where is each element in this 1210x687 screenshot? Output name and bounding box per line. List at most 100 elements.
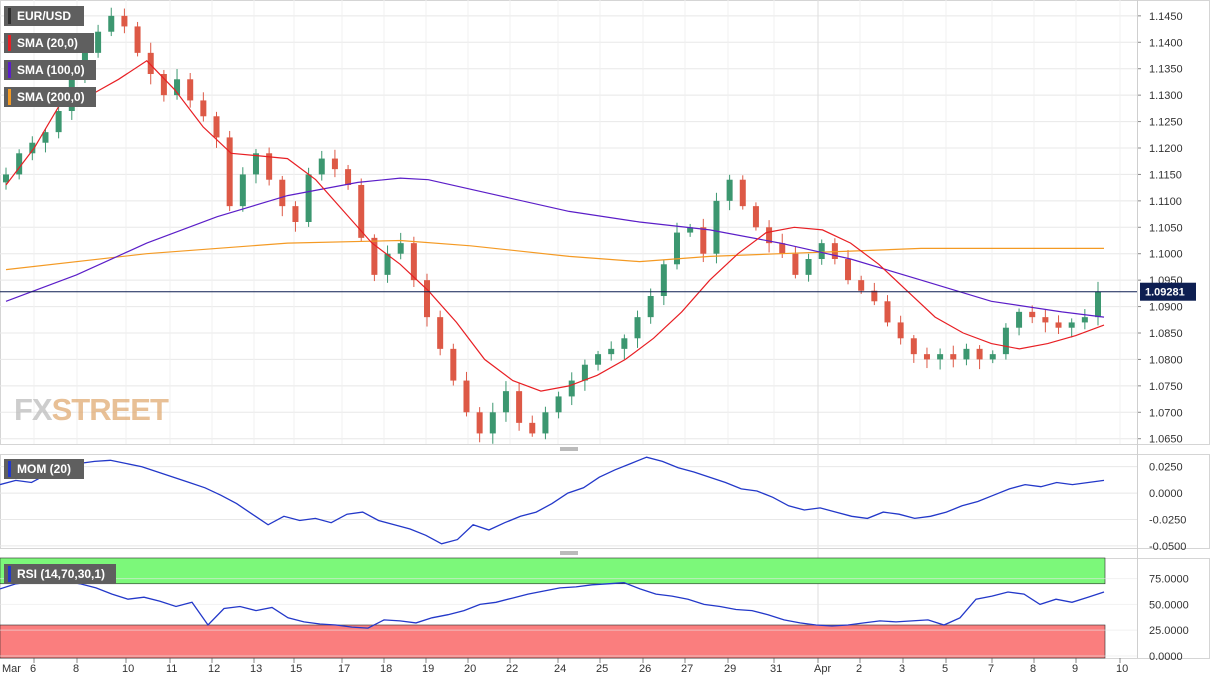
legend-mom[interactable]: MOM (20) (4, 459, 84, 479)
candle-body (318, 158, 325, 175)
price-tick-label: 1.0750 (1149, 381, 1183, 393)
mom-line (0, 456, 1105, 545)
legend-sma100-label: SMA (100,0) (17, 63, 85, 77)
price-tick-label: 1.0850 (1149, 328, 1183, 340)
candle-body (634, 317, 641, 339)
candle-body (305, 174, 312, 222)
candle-body (134, 26, 141, 53)
price-panel-frame (0, 0, 1210, 445)
legend-sma200-swatch (8, 89, 11, 105)
legend-mom-swatch (8, 461, 11, 477)
legend-sma20-label: SMA (20,0) (17, 36, 78, 50)
candle-body (358, 185, 365, 238)
candle-body (160, 74, 167, 96)
candle-body (3, 174, 9, 183)
candle-body (963, 348, 970, 360)
legend-sma100[interactable]: SMA (100,0) (4, 60, 96, 80)
candle-body (502, 391, 509, 413)
candle-body (331, 158, 338, 170)
candle-body (845, 259, 852, 281)
legend-symbol-swatch (8, 8, 11, 24)
candle-body (608, 348, 615, 355)
candle-body (226, 137, 233, 207)
legend-rsi-label: RSI (14,70,30,1) (17, 567, 106, 581)
candle-body (529, 422, 536, 434)
candle-body (831, 243, 838, 259)
price-tick-label: 1.1450 (1149, 11, 1183, 23)
date-tick-label: 24 (554, 663, 566, 675)
candle-body (1068, 322, 1075, 328)
price-tick-label: 1.0650 (1149, 434, 1183, 446)
candle-body (568, 380, 575, 397)
date-tick-label: 26 (639, 663, 651, 675)
legend-sma200[interactable]: SMA (200,0) (4, 87, 96, 107)
candle-body (871, 290, 878, 302)
date-tick-label: 11 (166, 663, 177, 675)
candle-body (713, 200, 720, 254)
price-tick-label: 1.1150 (1149, 169, 1182, 181)
last-price-tag-label: 1.09281 (1145, 287, 1185, 299)
rsi-tick-label: 0.0000 (1149, 651, 1183, 663)
candle-body (660, 264, 667, 296)
legend-sma20[interactable]: SMA (20,0) (4, 33, 94, 53)
candle-body (542, 412, 549, 434)
price-tick-label: 1.1250 (1149, 117, 1183, 129)
candle-body (55, 111, 62, 133)
candle-body (266, 153, 273, 180)
candle-body (950, 354, 957, 360)
candle-body (450, 348, 457, 381)
date-tick-label: 31 (770, 663, 782, 675)
date-tick-label: 27 (681, 663, 693, 675)
candle-body (858, 280, 865, 291)
candle-body (1081, 317, 1088, 323)
candle-body (1029, 311, 1036, 318)
date-tick-label: 25 (596, 663, 608, 675)
candle-body (174, 79, 181, 96)
legend-rsi[interactable]: RSI (14,70,30,1) (4, 564, 116, 584)
candle-body (581, 364, 588, 381)
price-tick-label: 1.1300 (1149, 90, 1183, 102)
date-tick-label: 13 (250, 663, 262, 675)
candle-body (239, 174, 246, 207)
candle-body (647, 296, 654, 318)
date-tick-label: 18 (380, 663, 392, 675)
rsi-line (0, 577, 1105, 629)
candle-body (371, 237, 378, 275)
date-tick-label: 2 (856, 663, 862, 675)
candle-body (463, 380, 470, 413)
candle-body (29, 142, 36, 154)
date-tick-label: 22 (506, 663, 518, 675)
date-tick-label: Apr (814, 663, 831, 675)
candle-body (555, 396, 562, 413)
candle-body (489, 412, 496, 434)
candle-body (410, 243, 417, 281)
legend-symbol[interactable]: EUR/USD (4, 6, 84, 26)
fxstreet-watermark: FXSTREET (14, 392, 169, 428)
mom-panel-frame (0, 454, 1210, 549)
candle-body (989, 354, 996, 360)
date-tick-label: 12 (208, 663, 220, 675)
rsi-tick-label: 50.0000 (1149, 599, 1189, 611)
candle-body (792, 253, 799, 275)
price-tick-label: 1.1050 (1149, 222, 1183, 234)
candle-body (292, 206, 299, 222)
rsi-tick-label: 75.0000 (1149, 574, 1189, 586)
candle-body (621, 338, 628, 349)
mom-tick-label: 0.0250 (1149, 462, 1183, 474)
price-tick-label: 1.0900 (1149, 302, 1183, 314)
candle-body (345, 169, 352, 185)
legend-sma20-swatch (8, 35, 11, 51)
candle-body (673, 232, 680, 265)
candle-body (279, 179, 286, 207)
candle-body (923, 354, 930, 360)
candle-body (726, 179, 733, 201)
candle-body (476, 412, 483, 434)
candle-body (42, 132, 49, 143)
candle-body (976, 348, 983, 360)
date-tick-label: 19 (422, 663, 434, 675)
mom-tick-label: -0.0500 (1149, 541, 1186, 553)
candle-body (1016, 311, 1023, 328)
date-tick-label: 20 (464, 663, 476, 675)
